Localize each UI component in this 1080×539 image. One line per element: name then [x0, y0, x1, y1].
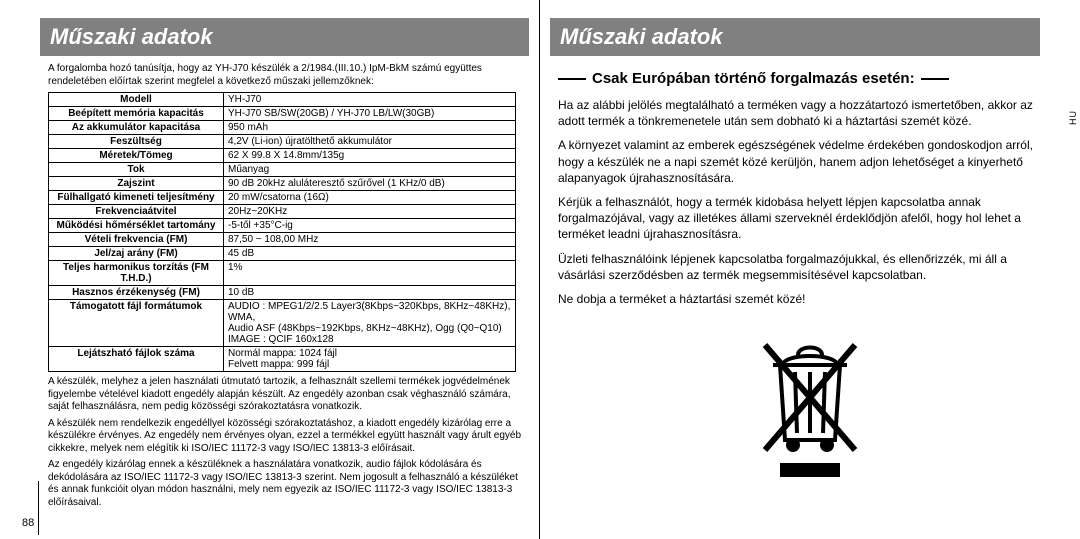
rule-right: [921, 78, 949, 80]
spec-label: Beépített memória kapacitás: [49, 107, 224, 121]
para-5: Ne dobja a terméket a háztartási szemét …: [558, 291, 1034, 307]
spec-label: Zajszint: [49, 177, 224, 191]
table-row: ModellYH-J70: [49, 93, 516, 107]
footnote-2: A készülék nem rendelkezik engedéllyel k…: [48, 418, 529, 456]
table-row: Zajszint90 dB 20kHz aluláteresztő szűrőv…: [49, 177, 516, 191]
page-divider: [38, 481, 39, 535]
spec-label: Feszültség: [49, 135, 224, 149]
spec-label: Teljes harmonikus torzítás (FM T.H.D.): [49, 261, 224, 286]
spec-value: 20Hz~20KHz: [224, 205, 516, 219]
table-row: Méretek/Tömeg62 X 99.8 X 14.8mm/135g: [49, 149, 516, 163]
spec-value: YH-J70 SB/SW(20GB) / YH-J70 LB/LW(30GB): [224, 107, 516, 121]
spec-value: 4,2V (Li-ion) újratölthető akkumulátor: [224, 135, 516, 149]
subhead: Csak Európában történő forgalmazás eseté…: [586, 70, 921, 87]
spec-value: 1%: [224, 261, 516, 286]
table-row: Beépített memória kapacitásYH-J70 SB/SW(…: [49, 107, 516, 121]
spec-value: 950 mAh: [224, 121, 516, 135]
table-row: TokMűanyag: [49, 163, 516, 177]
spec-value: YH-J70: [224, 93, 516, 107]
title-left: Műszaki adatok: [40, 18, 529, 56]
spec-label: Az akkumulátor kapacitása: [49, 121, 224, 135]
table-row: Feszültség4,2V (Li-ion) újratölthető akk…: [49, 135, 516, 149]
intro-text: A forgalomba hozó tanúsítja, hogy az YH-…: [48, 62, 529, 88]
spec-label: Lejátszható fájlok száma: [49, 347, 224, 372]
spec-label: Tok: [49, 163, 224, 177]
table-row: Hasznos érzékenység (FM)10 dB: [49, 286, 516, 300]
spec-label: Frekvenciaátvitel: [49, 205, 224, 219]
spec-value: 45 dB: [224, 247, 516, 261]
spec-label: Támogatott fájl formátumok: [49, 300, 224, 347]
table-row: Támogatott fájl formátumokAUDIO : MPEG1/…: [49, 300, 516, 347]
spec-value: 87,50 ~ 108,00 MHz: [224, 233, 516, 247]
footnote-1: A készülék, melyhez a jelen használati ú…: [48, 376, 529, 414]
spec-label: Jel/zaj arány (FM): [49, 247, 224, 261]
spec-value: 62 X 99.8 X 14.8mm/135g: [224, 149, 516, 163]
subhead-wrap: Csak Európában történő forgalmazás eseté…: [558, 70, 1040, 87]
table-row: Működési hőmérséklet tartomány-5-től +35…: [49, 219, 516, 233]
spec-label: Működési hőmérséklet tartomány: [49, 219, 224, 233]
spec-value: AUDIO : MPEG1/2/2.5 Layer3(8Kbps~320Kbps…: [224, 300, 516, 347]
footnote-3: Az engedély kizárólag ennek a készülékne…: [48, 459, 529, 509]
spec-value: 10 dB: [224, 286, 516, 300]
spec-value: Normál mappa: 1024 fájl Felvett mappa: 9…: [224, 347, 516, 372]
spec-label: Modell: [49, 93, 224, 107]
title-right: Műszaki adatok: [550, 18, 1040, 56]
spec-value: 90 dB 20kHz aluláteresztő szűrővel (1 KH…: [224, 177, 516, 191]
spec-value: 20 mW/csatorna (16Ω): [224, 191, 516, 205]
para-3: Kérjük a felhasználót, hogy a termék kid…: [558, 194, 1034, 243]
spec-label: Vételi frekvencia (FM): [49, 233, 224, 247]
lang-tag: HU: [1068, 110, 1078, 125]
spec-table: ModellYH-J70Beépített memória kapacitásY…: [48, 92, 516, 372]
spec-value: -5-től +35°C-ig: [224, 219, 516, 233]
table-row: Vételi frekvencia (FM)87,50 ~ 108,00 MHz: [49, 233, 516, 247]
spec-label: Hasznos érzékenység (FM): [49, 286, 224, 300]
spec-label: Méretek/Tömeg: [49, 149, 224, 163]
rule-left: [558, 78, 586, 80]
para-1: Ha az alábbi jelölés megtalálható a term…: [558, 97, 1034, 129]
table-row: Fülhallgató kimeneti teljesítmény20 mW/c…: [49, 191, 516, 205]
table-row: Jel/zaj arány (FM)45 dB: [49, 247, 516, 261]
spec-label: Fülhallgató kimeneti teljesítmény: [49, 191, 224, 205]
table-row: Lejátszható fájlok számaNormál mappa: 10…: [49, 347, 516, 372]
table-row: Az akkumulátor kapacitása950 mAh: [49, 121, 516, 135]
spec-value: Műanyag: [224, 163, 516, 177]
para-2: A környezet valamint az emberek egészség…: [558, 137, 1034, 186]
table-row: Frekvenciaátvitel20Hz~20KHz: [49, 205, 516, 219]
table-row: Teljes harmonikus torzítás (FM T.H.D.)1%: [49, 261, 516, 286]
weee-icon: [735, 315, 885, 485]
page-number: 88: [22, 517, 34, 529]
para-4: Üzleti felhasználóink lépjenek kapcsolat…: [558, 251, 1034, 283]
